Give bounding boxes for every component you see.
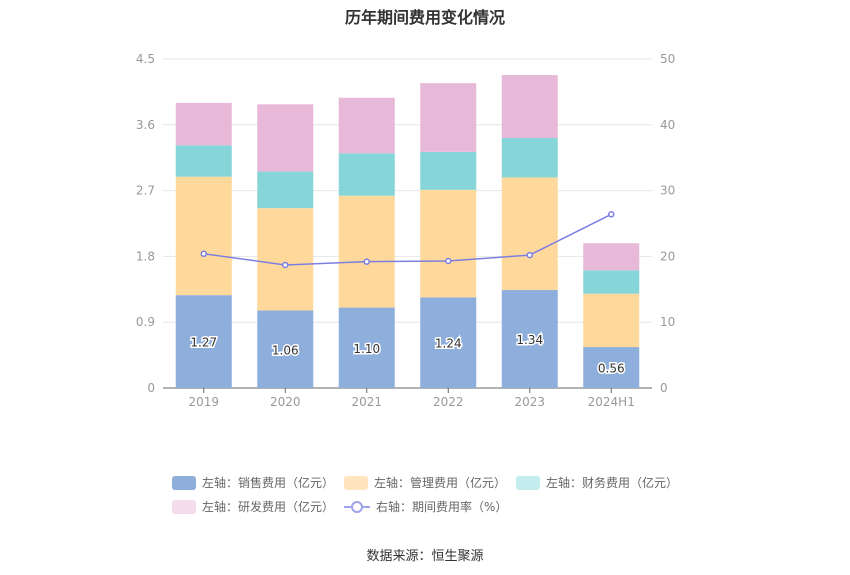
expense-ratio-point <box>526 251 533 259</box>
legend-label: 左轴：管理费用（亿元） <box>374 476 507 490</box>
bar-segment <box>583 243 640 271</box>
bar-segment <box>420 189 477 298</box>
right-axis-tick-label: 30 <box>660 184 675 198</box>
expense-ratio-point <box>608 211 615 218</box>
legend-line-icon <box>344 500 370 513</box>
x-axis-tick-label: 2021 <box>351 395 382 409</box>
bar-segment <box>501 75 558 138</box>
bar-data-label: 1.27 <box>190 336 217 350</box>
expense-ratio-point <box>445 257 452 265</box>
bar-data-label: 1.06 <box>272 343 299 357</box>
bar-segment <box>338 97 395 154</box>
bar-segment <box>175 295 232 388</box>
bar-segment <box>420 297 477 388</box>
legend-label: 左轴：研发费用（亿元） <box>202 500 335 514</box>
x-axis-tick-label: 2023 <box>514 395 545 409</box>
right-axis-tick-label: 20 <box>660 249 675 263</box>
x-axis-tick-label: 2022 <box>433 395 464 409</box>
bar-data-label: 1.10 <box>353 342 380 356</box>
right-axis-tick-label: 40 <box>660 118 675 132</box>
bar-data-label: 1.24 <box>435 337 462 351</box>
right-axis-tick-label: 50 <box>660 52 675 66</box>
legend-item-finance[interactable]: 左轴：财务费用（亿元） <box>516 474 678 491</box>
left-axis-tick-label: 3.6 <box>136 118 155 132</box>
chart-title: 历年期间费用变化情况 <box>344 8 505 27</box>
left-axis-tick-label: 0.9 <box>136 315 155 329</box>
expense-ratio-point <box>363 258 370 265</box>
legend-swatch <box>172 499 196 514</box>
bar-segment <box>257 208 314 311</box>
bar-segment <box>583 293 640 348</box>
bar-segment <box>257 171 314 209</box>
bar-data-label: 0.56 <box>598 362 625 376</box>
right-axis-tick-label: 10 <box>660 315 675 329</box>
expense-ratio-point <box>282 261 289 269</box>
bar-segment <box>501 177 558 291</box>
bar-segment <box>420 83 477 152</box>
x-axis-tick-label: 2019 <box>188 395 219 409</box>
legend-item-rnd[interactable]: 左轴：研发费用（亿元） <box>172 498 334 515</box>
bar-segment <box>175 176 232 296</box>
left-axis-tick-label: 2.7 <box>136 184 155 198</box>
bar-segment <box>501 290 558 388</box>
bar-segment <box>338 307 395 388</box>
data-source: 数据来源：恒生聚源 <box>366 549 484 564</box>
bar-segment <box>583 347 640 388</box>
bar-segment <box>338 195 395 308</box>
bar-segment <box>257 104 314 172</box>
legend-label: 左轴：财务费用（亿元） <box>546 476 679 490</box>
legend-swatch <box>344 475 368 490</box>
legend-item-sales[interactable]: 左轴：销售费用（亿元） <box>172 474 334 491</box>
bar-segment <box>257 310 314 388</box>
legend-item-expense-ratio[interactable]: 右轴：期间费用率（%） <box>344 498 507 515</box>
x-axis-tick-label: 2020 <box>270 395 301 409</box>
legend-label: 左轴：销售费用（亿元） <box>202 476 335 490</box>
left-axis-tick-label: 4.5 <box>136 52 155 66</box>
legend-item-admin[interactable]: 左轴：管理费用（亿元） <box>344 474 506 491</box>
bar-segment <box>420 151 477 190</box>
legend-label: 右轴：期间费用率（%） <box>376 500 508 514</box>
x-axis-tick-label: 2024H1 <box>588 395 635 409</box>
legend-swatch <box>516 475 540 490</box>
left-axis-tick-label: 1.8 <box>136 249 155 263</box>
bar-segment <box>501 137 558 178</box>
right-axis-tick-label: 0 <box>660 381 668 395</box>
bar-data-label: 1.34 <box>516 333 543 347</box>
legend-swatch <box>172 475 196 490</box>
bar-segment <box>338 153 395 196</box>
bar-segment <box>175 145 232 177</box>
bar-segment <box>175 102 232 146</box>
expense-ratio-line <box>203 213 612 266</box>
bar-segment <box>583 270 640 294</box>
left-axis-tick-label: 0 <box>147 381 155 395</box>
expense-ratio-point <box>200 250 207 258</box>
